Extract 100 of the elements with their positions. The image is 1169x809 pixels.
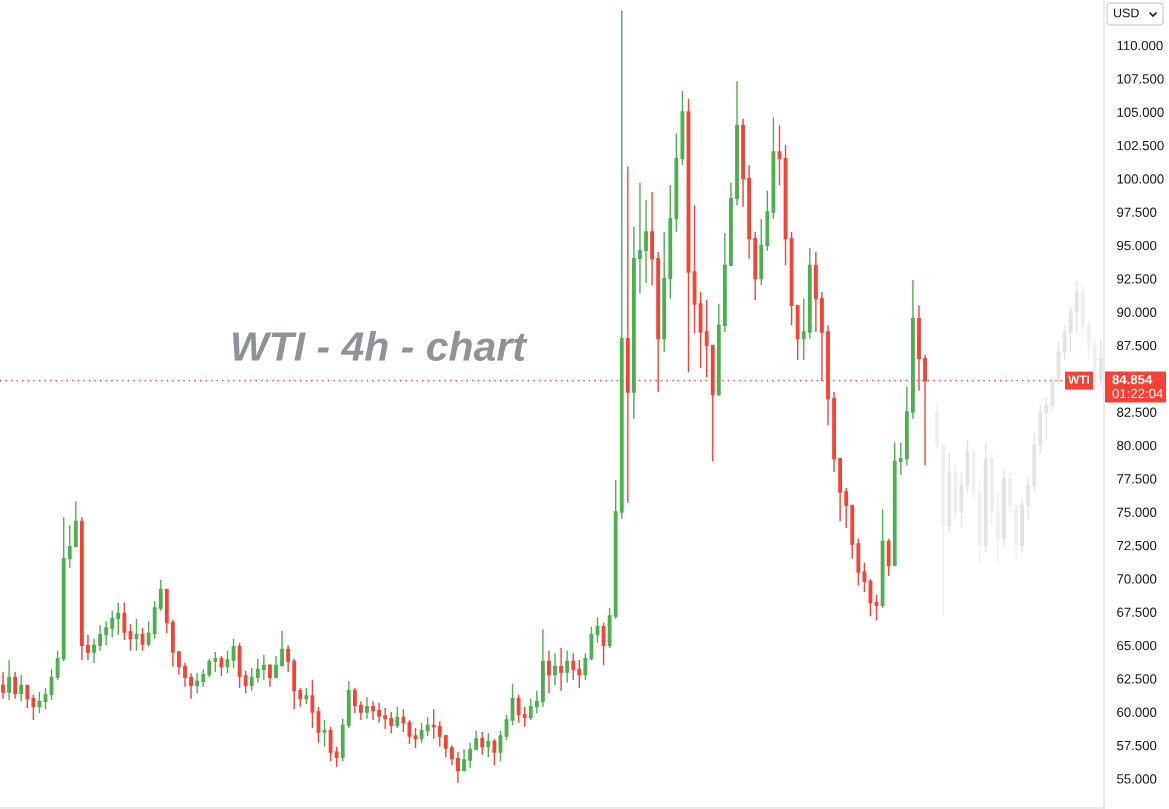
- candlestick: [826, 324, 830, 427]
- candlestick: [122, 601, 127, 641]
- candlestick: [359, 700, 363, 721]
- candlestick: [856, 537, 861, 587]
- candlestick: [559, 647, 564, 692]
- candlestick: [55, 649, 60, 681]
- candlestick: [255, 657, 260, 684]
- candlestick: [79, 516, 84, 661]
- candlestick: [753, 231, 758, 301]
- candlestick: [280, 629, 284, 668]
- candlestick: [189, 672, 193, 700]
- candlestick: [674, 132, 679, 233]
- candlestick: [704, 299, 709, 379]
- candlestick: [577, 659, 582, 689]
- candlestick: [547, 649, 551, 695]
- y-tick-label: 62.500: [1117, 674, 1157, 684]
- candlestick: [1020, 497, 1025, 553]
- candlestick: [19, 673, 24, 703]
- candlestick: [911, 279, 915, 420]
- candlestick: [395, 705, 400, 729]
- candlestick: [844, 487, 849, 529]
- ref-line-label: WTI: [1068, 375, 1090, 384]
- candlestick: [1044, 396, 1049, 440]
- candlestick: [298, 687, 303, 708]
- candlestick: [1074, 280, 1079, 335]
- candlestick: [67, 524, 72, 569]
- candlestick: [389, 711, 394, 735]
- candlestick: [983, 441, 988, 553]
- candlestick: [492, 737, 497, 767]
- candlestick: [425, 716, 430, 737]
- candlestick: [207, 657, 212, 679]
- candlestick: [747, 164, 752, 260]
- candlestick: [134, 617, 139, 652]
- y-tick-label: 100.000: [1117, 174, 1164, 184]
- candlestick: [401, 708, 406, 733]
- candlestick: [613, 479, 618, 620]
- y-tick-label: 80.000: [1117, 440, 1157, 451]
- candlestick: [534, 689, 539, 715]
- candlestick: [795, 304, 800, 361]
- candlestick: [801, 297, 806, 361]
- candlestick: [443, 733, 448, 759]
- candlestick: [1068, 305, 1073, 353]
- candlestick: [352, 687, 357, 715]
- candlestick: [880, 508, 885, 609]
- candlestick: [631, 225, 636, 420]
- candlestick: [377, 701, 382, 724]
- candlestick: [662, 231, 667, 353]
- candlestick: [146, 620, 151, 648]
- candlestick: [128, 623, 133, 652]
- y-tick-label: 57.500: [1117, 740, 1157, 751]
- candlestick: [86, 633, 90, 661]
- y-tick-label: 107.500: [1117, 74, 1164, 84]
- y-tick-label: 95.000: [1117, 240, 1157, 251]
- y-tick-label: 77.500: [1117, 474, 1157, 484]
- candlestick: [419, 721, 424, 744]
- candlestick: [904, 385, 909, 467]
- candlestick: [583, 652, 588, 681]
- candlestick: [371, 700, 375, 721]
- candlestick: [619, 9, 624, 520]
- y-tick-label: 65.000: [1117, 640, 1157, 651]
- candlestick: [431, 708, 436, 740]
- y-tick-label: 92.500: [1117, 274, 1157, 284]
- candlestick: [862, 561, 867, 593]
- candlestick: [813, 251, 818, 333]
- text: 01:22:04: [1112, 388, 1163, 399]
- y-tick-label: 75.000: [1117, 507, 1157, 517]
- candlestick: [565, 649, 570, 684]
- candlestick: [650, 191, 654, 287]
- y-tick-label: 97.500: [1117, 207, 1157, 217]
- candlestick: [225, 649, 230, 675]
- candlestick: [304, 687, 309, 705]
- candlestick: [468, 741, 473, 769]
- candlestick: [158, 579, 163, 612]
- y-tick-label: 67.500: [1117, 607, 1157, 617]
- candlestick: [771, 116, 776, 220]
- candlestick: [268, 663, 272, 688]
- candlestick: [1, 671, 5, 700]
- y-tick-label: 60.000: [1117, 707, 1157, 717]
- candlestick: [1026, 476, 1031, 521]
- candlestick: [644, 199, 648, 284]
- candlestick: [104, 620, 109, 647]
- y-tick-label: 72.500: [1117, 540, 1157, 551]
- candlestick: [1032, 432, 1037, 493]
- candlestick: [243, 669, 248, 695]
- candlestick: [152, 600, 157, 640]
- candlestick: [607, 607, 612, 649]
- candlestick: [61, 516, 66, 663]
- candlestick: [73, 500, 78, 548]
- candlestick: [898, 441, 903, 476]
- candlestick: [177, 649, 181, 676]
- candlestick: [334, 745, 339, 768]
- candlestick: [571, 652, 576, 681]
- candlestick: [838, 457, 843, 523]
- candlestick: [365, 696, 369, 720]
- candlestick: [322, 719, 327, 748]
- candlestick: [98, 624, 102, 652]
- candlestick: [37, 691, 42, 715]
- candlestick: [274, 655, 278, 679]
- candlestick: [437, 720, 442, 748]
- candlestick: [164, 588, 169, 635]
